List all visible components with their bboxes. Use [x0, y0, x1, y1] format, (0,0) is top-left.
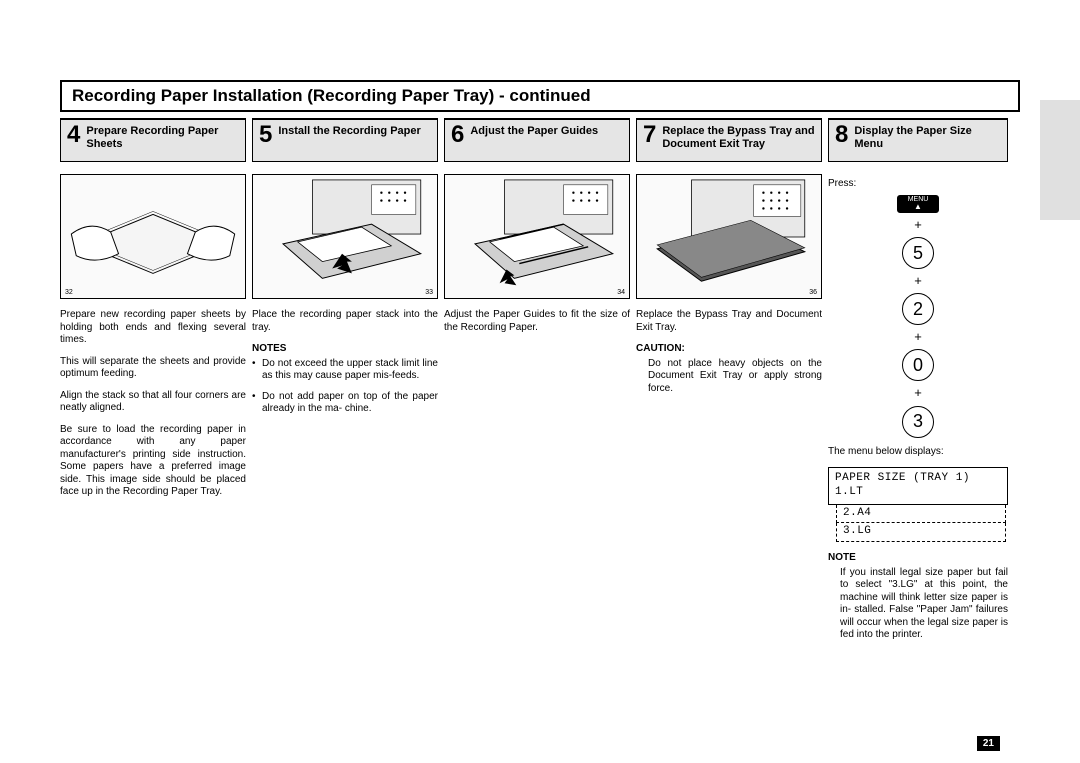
step-number: 4: [67, 123, 80, 147]
step-number: 7: [643, 123, 656, 147]
step-number: 6: [451, 123, 464, 147]
notes-list: Do not exceed the upper stack limit line…: [252, 358, 438, 416]
plus-icon: +: [914, 273, 922, 289]
para: Align the stack so that all four corners…: [60, 390, 246, 415]
keypad-button-icon: 2: [902, 293, 934, 325]
lcd-option: 3.LG: [836, 523, 1006, 542]
step-title: Display the Paper Size Menu: [854, 123, 1001, 151]
step-title: Install the Recording Paper: [278, 123, 420, 138]
para: This will separate the sheets and provid…: [60, 356, 246, 381]
illus-number: 36: [809, 289, 817, 296]
note-item: Do not exceed the upper stack limit line…: [252, 358, 438, 383]
illustration: 36: [636, 174, 822, 299]
note-heading: NOTE: [828, 552, 1008, 565]
lcd-line: 1.LT: [835, 486, 1001, 500]
step-body: Prepare new recording paper sheets by ho…: [60, 309, 246, 508]
plus-icon: +: [914, 385, 922, 401]
step-header: 6 Adjust the Paper Guides: [444, 118, 630, 162]
para: Adjust the Paper Guides to fit the size …: [444, 309, 630, 334]
illus-number: 34: [617, 289, 625, 296]
note-item: Do not add paper on top of the paper alr…: [252, 391, 438, 416]
step-number: 8: [835, 123, 848, 147]
lcd-line: PAPER SIZE (TRAY 1): [835, 472, 1001, 486]
step-title: Replace the Bypass Tray and Document Exi…: [662, 123, 815, 151]
caution-heading: CAUTION:: [636, 343, 822, 356]
para: Place the recording paper stack into the…: [252, 309, 438, 334]
illus-number: 33: [425, 289, 433, 296]
press-label: Press:: [828, 178, 1008, 191]
keypad-button-icon: 0: [902, 349, 934, 381]
page-number: 21: [977, 736, 1000, 751]
plus-icon: +: [914, 217, 922, 233]
step-header: 7 Replace the Bypass Tray and Document E…: [636, 118, 822, 162]
keypad-button-icon: 3: [902, 406, 934, 438]
para: Replace the Bypass Tray and Document Exi…: [636, 309, 822, 334]
step-body: Replace the Bypass Tray and Document Exi…: [636, 309, 822, 395]
lcd-option: 2.A4: [836, 505, 1006, 524]
caution-text: Do not place heavy objects on the Docume…: [636, 358, 822, 396]
menu-displays-label: The menu below displays:: [828, 446, 1008, 459]
step-body: Adjust the Paper Guides to fit the size …: [444, 309, 630, 343]
illustration: 33: [252, 174, 438, 299]
step-title: Adjust the Paper Guides: [470, 123, 598, 138]
side-tab: [1040, 100, 1080, 220]
para: Prepare new recording paper sheets by ho…: [60, 309, 246, 347]
illustration: 32: [60, 174, 246, 299]
plus-icon: +: [914, 329, 922, 345]
step-header: 4 Prepare Recording Paper Sheets: [60, 118, 246, 162]
manual-page: Recording Paper Installation (Recording …: [60, 80, 1020, 642]
step-5: 5 Install the Recording Paper 33 Place t…: [252, 118, 438, 642]
note-text: If you install legal size paper but fail…: [828, 567, 1008, 642]
step-body: Place the recording paper stack into the…: [252, 309, 438, 424]
illustration: 34: [444, 174, 630, 299]
step-7: 7 Replace the Bypass Tray and Document E…: [636, 118, 822, 642]
illus-number: 32: [65, 289, 73, 296]
para: Be sure to load the recording paper in a…: [60, 424, 246, 499]
step-title: Prepare Recording Paper Sheets: [86, 123, 239, 151]
notes-heading: NOTES: [252, 343, 438, 356]
step-number: 5: [259, 123, 272, 147]
step-4: 4 Prepare Recording Paper Sheets 32 Prep…: [60, 118, 246, 642]
steps-row: 4 Prepare Recording Paper Sheets 32 Prep…: [60, 118, 1020, 642]
step-8: 8 Display the Paper Size Menu Press: MEN…: [828, 118, 1008, 642]
keypad-button-icon: 5: [902, 237, 934, 269]
step-6: 6 Adjust the Paper Guides 34 Ad: [444, 118, 630, 642]
press-sequence: Press: MENU ▲ + 5 + 2 + 0 + 3 The menu b…: [828, 174, 1008, 642]
step-header: 8 Display the Paper Size Menu: [828, 118, 1008, 162]
page-title: Recording Paper Installation (Recording …: [60, 80, 1020, 112]
step-header: 5 Install the Recording Paper: [252, 118, 438, 162]
lcd-display: PAPER SIZE (TRAY 1) 1.LT: [828, 467, 1008, 505]
menu-button-icon: MENU ▲: [897, 195, 939, 213]
